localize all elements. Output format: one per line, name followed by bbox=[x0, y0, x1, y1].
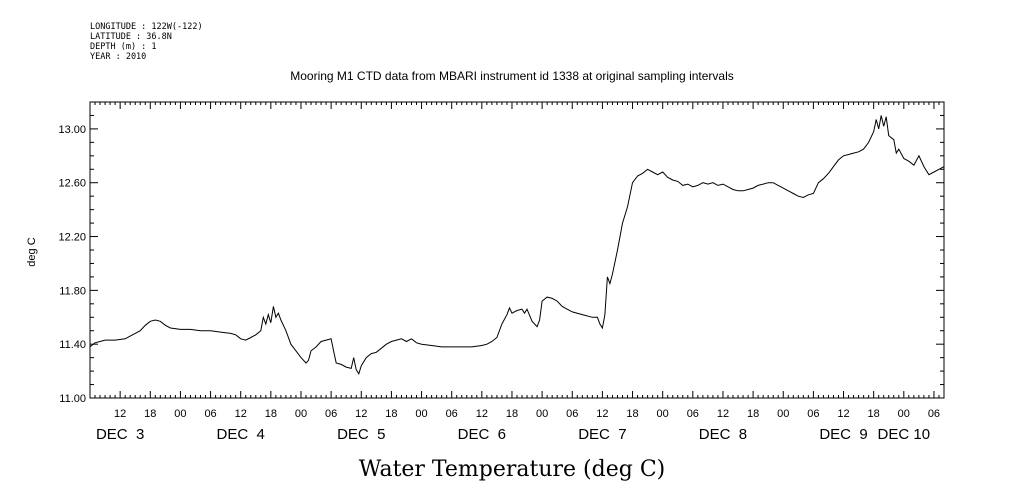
y-tick-label: 12.60 bbox=[58, 178, 86, 190]
x-day-label: DEC 9 bbox=[819, 426, 867, 443]
x-day-label: DEC 8 bbox=[699, 426, 747, 443]
x-day-label: DEC 5 bbox=[337, 426, 385, 443]
x-tick-label: 18 bbox=[144, 408, 156, 420]
x-axis-title: Water Temperature (deg C) bbox=[359, 457, 666, 482]
x-tick-label: 18 bbox=[506, 408, 518, 420]
x-tick-label: 06 bbox=[204, 408, 216, 420]
water-temperature-series-line bbox=[89, 115, 945, 375]
x-tick-label: 00 bbox=[174, 408, 186, 420]
y-tick-label: 12.20 bbox=[58, 232, 86, 244]
y-tick-label: 11.80 bbox=[59, 285, 86, 297]
x-tick-label: 12 bbox=[837, 408, 849, 420]
x-tick-label: 00 bbox=[415, 408, 427, 420]
y-tick-label: 11.00 bbox=[59, 393, 86, 405]
x-tick-label: 18 bbox=[626, 408, 638, 420]
y-tick-labels: 11.00 11.40 11.80 12.20 12.60 13.00 bbox=[58, 124, 86, 405]
x-hour-tick-labels: 12 18 00 06 12 18 00 06 12 18 00 06 12 18 00 06 12 18 00 06… bbox=[114, 408, 940, 420]
x-tick-label: 00 bbox=[777, 408, 789, 420]
x-tick-label: 12 bbox=[355, 408, 367, 420]
x-tick-label: 06 bbox=[687, 408, 699, 420]
chart-title: Mooring M1 CTD data from MBARI instrumen… bbox=[290, 69, 734, 83]
x-tick-label: 00 bbox=[536, 408, 548, 420]
x-tick-label: 18 bbox=[868, 408, 880, 420]
x-tick-label: 12 bbox=[114, 408, 126, 420]
depth-label: DEPTH (m) : 1 bbox=[90, 42, 157, 52]
x-day-label: DEC 3 bbox=[96, 426, 144, 443]
y-tick-label: 13.00 bbox=[58, 124, 86, 136]
metadata-block: LONGITUDE : 122W(-122) LATITUDE : 36.8N … bbox=[90, 22, 203, 62]
x-tick-label: 18 bbox=[747, 408, 759, 420]
x-day-label: DEC 6 bbox=[458, 426, 506, 443]
latitude-label: LATITUDE : 36.8N bbox=[90, 32, 172, 42]
x-day-labels: DEC 3 DEC 4 DEC 5 DEC 6 DEC 7 DEC 8 DEC 9 DEC 1… bbox=[96, 426, 930, 443]
x-tick-label: 06 bbox=[325, 408, 337, 420]
axis-ticks bbox=[89, 101, 945, 399]
x-tick-label: 18 bbox=[265, 408, 277, 420]
x-tick-label: 00 bbox=[657, 408, 669, 420]
x-tick-label: 06 bbox=[446, 408, 458, 420]
x-day-label: DEC 7 bbox=[578, 426, 626, 443]
x-tick-label: 00 bbox=[898, 408, 910, 420]
x-tick-label: 06 bbox=[807, 408, 819, 420]
x-tick-label: 12 bbox=[235, 408, 247, 420]
x-tick-label: 12 bbox=[717, 408, 729, 420]
x-day-label: DEC 4 bbox=[217, 426, 265, 443]
y-tick-label: 11.40 bbox=[59, 339, 86, 351]
x-tick-label: 06 bbox=[566, 408, 578, 420]
x-tick-label: 18 bbox=[385, 408, 397, 420]
x-tick-label: 12 bbox=[476, 408, 488, 420]
longitude-label: LONGITUDE : 122W(-122) bbox=[90, 22, 203, 32]
plot-frame bbox=[89, 101, 945, 399]
y-axis-label: deg C bbox=[26, 237, 38, 266]
x-tick-label: 00 bbox=[295, 408, 307, 420]
x-tick-label: 06 bbox=[928, 408, 940, 420]
year-label: YEAR : 2010 bbox=[90, 52, 146, 62]
x-tick-label: 12 bbox=[596, 408, 608, 420]
x-day-label: DEC 10 bbox=[878, 426, 931, 443]
